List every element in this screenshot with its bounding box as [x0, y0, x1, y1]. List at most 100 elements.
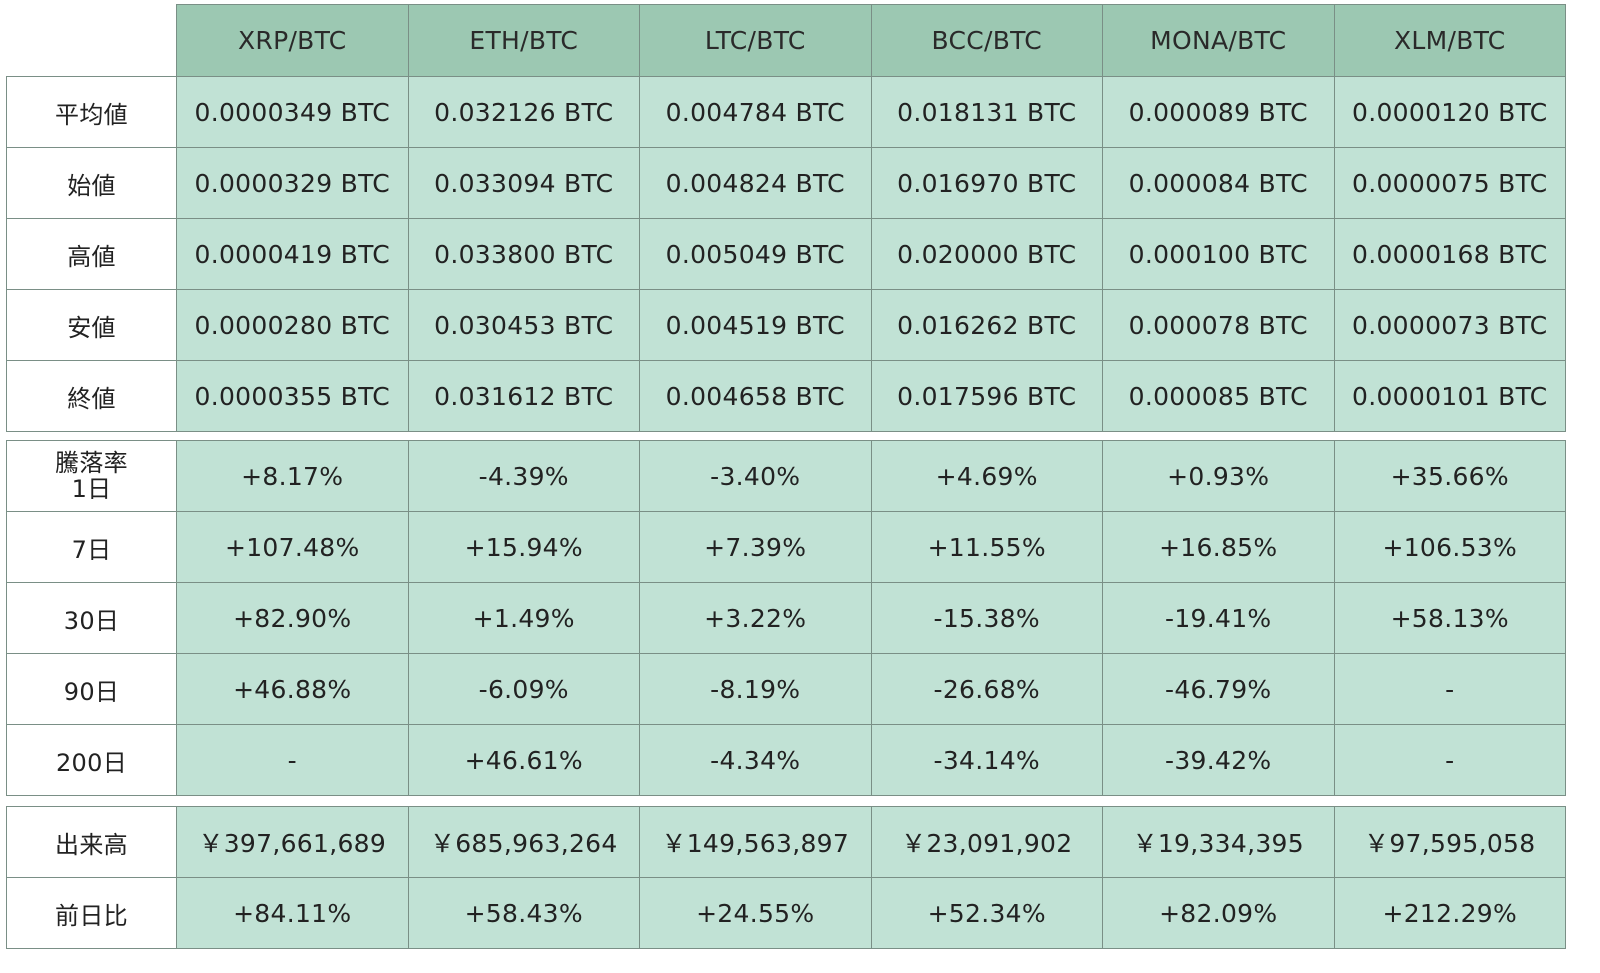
- group-label: 騰落率: [55, 449, 128, 477]
- table-cell: -46.79%: [1102, 653, 1335, 725]
- table-cell: +16.85%: [1102, 511, 1335, 583]
- table-cell: 0.000089 BTC: [1102, 76, 1335, 148]
- table-cell: 0.004784 BTC: [639, 76, 872, 148]
- corner-cell: [6, 4, 177, 77]
- table-cell: 0.000084 BTC: [1102, 147, 1335, 219]
- table-row-1d: 騰落率 1日 +8.17% -4.39% -3.40% +4.69% +0.93…: [6, 440, 1566, 512]
- table-cell: 0.0000419 BTC: [176, 218, 409, 290]
- table-cell: -4.34%: [639, 724, 872, 796]
- table-cell: +84.11%: [176, 877, 409, 949]
- table-cell: +7.39%: [639, 511, 872, 583]
- price-stats-table: XRP/BTC ETH/BTC LTC/BTC BCC/BTC MONA/BTC…: [6, 4, 1566, 432]
- table-cell: +107.48%: [176, 511, 409, 583]
- row-label: 平均値: [6, 76, 177, 148]
- table-cell: -: [1333, 653, 1566, 725]
- table-cell: +106.53%: [1333, 511, 1566, 583]
- table-row-200d: 200日 - +46.61% -4.34% -34.14% -39.42% -: [6, 724, 1566, 796]
- table-cell: 0.000078 BTC: [1102, 289, 1335, 361]
- table-cell: ￥149,563,897: [639, 806, 872, 878]
- row-label: 前日比: [6, 877, 177, 949]
- table-row-open: 始値 0.0000329 BTC 0.033094 BTC 0.004824 B…: [6, 147, 1566, 219]
- row-label: 騰落率 1日: [6, 440, 177, 512]
- table-cell: 0.016262 BTC: [870, 289, 1103, 361]
- table-cell: ￥23,091,902: [870, 806, 1103, 878]
- table-cell: 0.000085 BTC: [1102, 360, 1335, 432]
- volume-table: 出来高 ￥397,661,689 ￥685,963,264 ￥149,563,8…: [6, 806, 1566, 949]
- table-cell: -: [176, 724, 409, 796]
- table-cell: 0.016970 BTC: [870, 147, 1103, 219]
- table-cell: ￥685,963,264: [407, 806, 640, 878]
- column-header-xlm: XLM/BTC: [1333, 4, 1566, 77]
- change-rate-table: 騰落率 1日 +8.17% -4.39% -3.40% +4.69% +0.93…: [6, 440, 1566, 796]
- table-cell: 0.0000168 BTC: [1333, 218, 1566, 290]
- table-cell: -6.09%: [407, 653, 640, 725]
- table-cell: -: [1333, 724, 1566, 796]
- table-cell: -3.40%: [639, 440, 872, 512]
- table-cell: 0.032126 BTC: [407, 76, 640, 148]
- table-row-30d: 30日 +82.90% +1.49% +3.22% -15.38% -19.41…: [6, 582, 1566, 654]
- table-cell: 0.017596 BTC: [870, 360, 1103, 432]
- row-label: 200日: [6, 724, 177, 796]
- table-cell: +58.13%: [1333, 582, 1566, 654]
- table-cell: 0.0000120 BTC: [1333, 76, 1566, 148]
- table-cell: 0.0000101 BTC: [1333, 360, 1566, 432]
- table-cell: -8.19%: [639, 653, 872, 725]
- table-cell: +15.94%: [407, 511, 640, 583]
- row-label: 終値: [6, 360, 177, 432]
- table-cell: 0.0000329 BTC: [176, 147, 409, 219]
- table-cell: ￥97,595,058: [1333, 806, 1566, 878]
- column-header-mona: MONA/BTC: [1102, 4, 1335, 77]
- table-cell: 0.020000 BTC: [870, 218, 1103, 290]
- table-row-average: 平均値 0.0000349 BTC 0.032126 BTC 0.004784 …: [6, 76, 1566, 148]
- table-cell: +52.34%: [870, 877, 1103, 949]
- row-label: 安値: [6, 289, 177, 361]
- table-cell: 0.0000355 BTC: [176, 360, 409, 432]
- table-cell: +4.69%: [870, 440, 1103, 512]
- table-cell: +46.61%: [407, 724, 640, 796]
- table-row-90d: 90日 +46.88% -6.09% -8.19% -26.68% -46.79…: [6, 653, 1566, 725]
- table-row-day-over-day: 前日比 +84.11% +58.43% +24.55% +52.34% +82.…: [6, 877, 1566, 949]
- table-cell: +58.43%: [407, 877, 640, 949]
- table-cell: 0.031612 BTC: [407, 360, 640, 432]
- table-cell: 0.030453 BTC: [407, 289, 640, 361]
- table-cell: -34.14%: [870, 724, 1103, 796]
- row-label: 始値: [6, 147, 177, 219]
- table-cell: +46.88%: [176, 653, 409, 725]
- table-cell: 0.005049 BTC: [639, 218, 872, 290]
- table-cell: +82.90%: [176, 582, 409, 654]
- table-cell: 0.004658 BTC: [639, 360, 872, 432]
- table-cell: 0.000100 BTC: [1102, 218, 1335, 290]
- table-cell: 0.0000349 BTC: [176, 76, 409, 148]
- table-cell: +3.22%: [639, 582, 872, 654]
- table-cell: 0.0000075 BTC: [1333, 147, 1566, 219]
- table-cell: 0.004824 BTC: [639, 147, 872, 219]
- table-cell: -19.41%: [1102, 582, 1335, 654]
- column-header-xrp: XRP/BTC: [176, 4, 409, 77]
- row-label: 7日: [6, 511, 177, 583]
- table-cell: -39.42%: [1102, 724, 1335, 796]
- table-cell: 0.0000280 BTC: [176, 289, 409, 361]
- column-header-bcc: BCC/BTC: [870, 4, 1103, 77]
- table-row-7d: 7日 +107.48% +15.94% +7.39% +11.55% +16.8…: [6, 511, 1566, 583]
- period-label: 1日: [71, 475, 112, 503]
- row-label: 30日: [6, 582, 177, 654]
- table-cell: 0.033800 BTC: [407, 218, 640, 290]
- column-header-row: XRP/BTC ETH/BTC LTC/BTC BCC/BTC MONA/BTC…: [6, 4, 1566, 77]
- table-row-low: 安値 0.0000280 BTC 0.030453 BTC 0.004519 B…: [6, 289, 1566, 361]
- table-cell: 0.0000073 BTC: [1333, 289, 1566, 361]
- table-row-close: 終値 0.0000355 BTC 0.031612 BTC 0.004658 B…: [6, 360, 1566, 432]
- column-header-ltc: LTC/BTC: [639, 4, 872, 77]
- table-row-volume: 出来高 ￥397,661,689 ￥685,963,264 ￥149,563,8…: [6, 806, 1566, 878]
- table-cell: 0.018131 BTC: [870, 76, 1103, 148]
- table-cell: -15.38%: [870, 582, 1103, 654]
- table-cell: +8.17%: [176, 440, 409, 512]
- table-cell: +24.55%: [639, 877, 872, 949]
- table-cell: +82.09%: [1102, 877, 1335, 949]
- table-cell: ￥397,661,689: [176, 806, 409, 878]
- column-header-eth: ETH/BTC: [407, 4, 640, 77]
- table-cell: +1.49%: [407, 582, 640, 654]
- table-cell: 0.033094 BTC: [407, 147, 640, 219]
- table-row-high: 高値 0.0000419 BTC 0.033800 BTC 0.005049 B…: [6, 218, 1566, 290]
- table-cell: +35.66%: [1333, 440, 1566, 512]
- table-cell: 0.004519 BTC: [639, 289, 872, 361]
